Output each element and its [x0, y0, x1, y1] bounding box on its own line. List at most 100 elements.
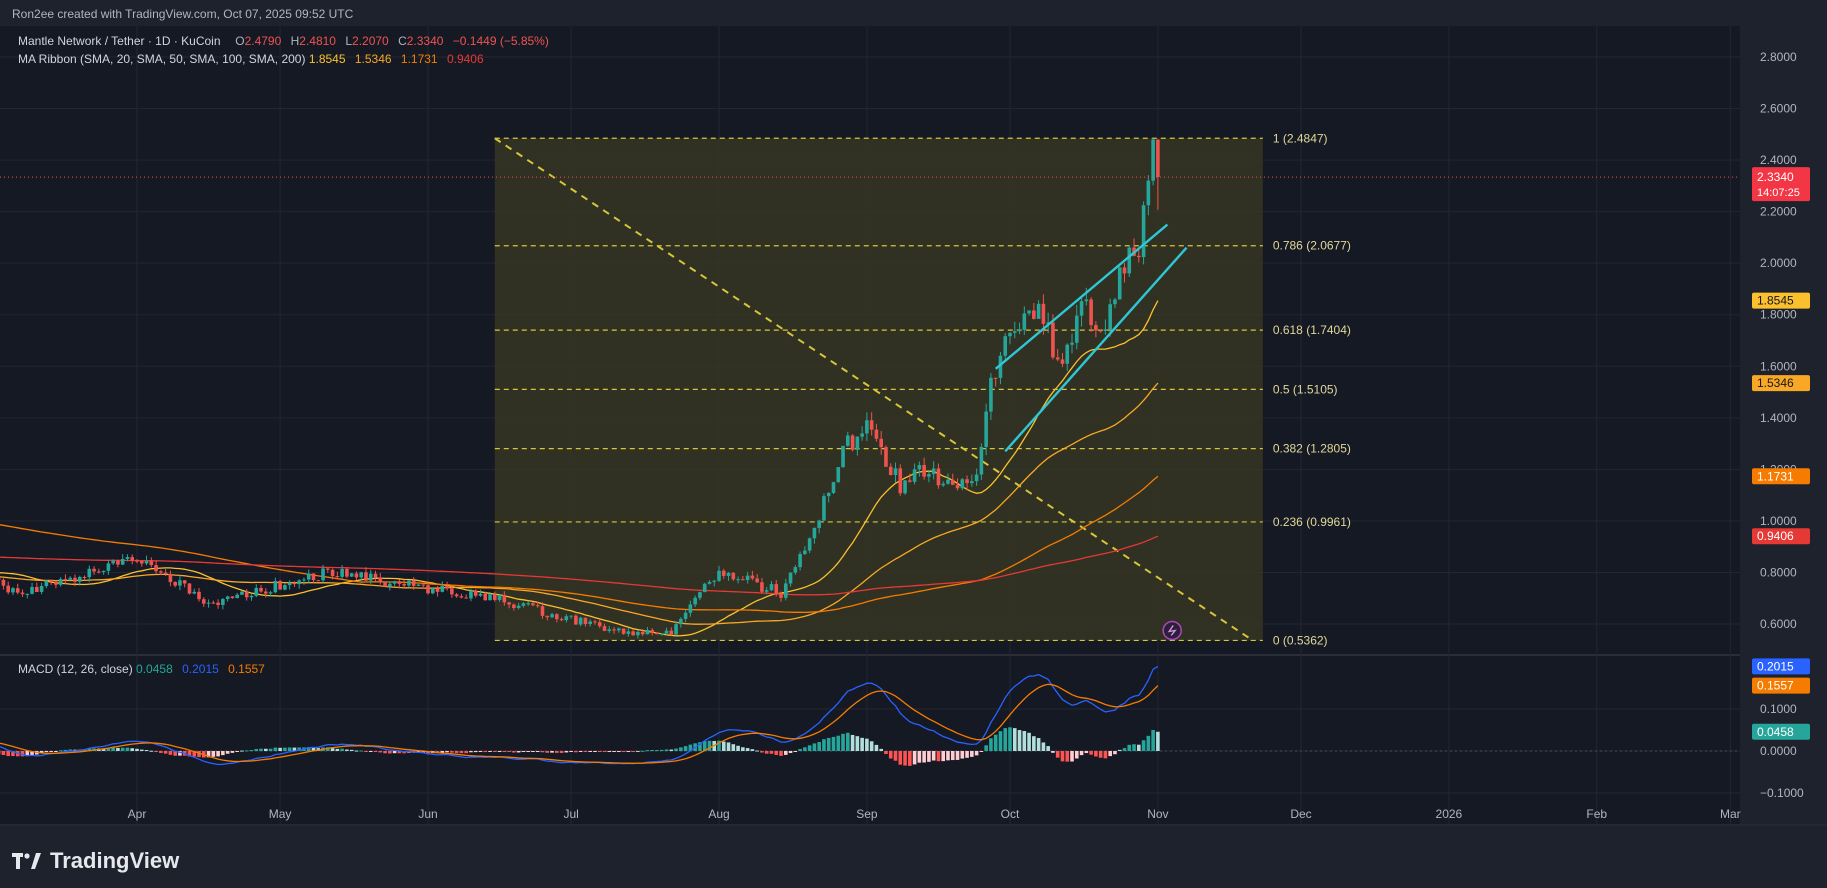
candle-body: [221, 599, 225, 606]
macd-histogram-bar: [674, 748, 678, 751]
macd-histogram-bar: [803, 747, 807, 751]
macd-histogram-bar: [326, 747, 330, 751]
candle-body: [283, 585, 287, 590]
open-value: 2.4790: [244, 34, 282, 48]
ma-ribbon-legend[interactable]: MA Ribbon (SMA, 20, SMA, 50, SMA, 100, S…: [18, 52, 490, 66]
candle-body: [82, 576, 87, 578]
macd-histogram-bar: [826, 737, 831, 751]
macd-histogram-bar: [850, 734, 855, 751]
candle-body: [478, 593, 483, 596]
candle-body: [120, 559, 125, 565]
time-tick-label: Apr: [128, 807, 147, 821]
macd-histogram-bar: [120, 747, 125, 751]
macd-histogram-bar: [1146, 735, 1151, 751]
candle-body: [989, 377, 993, 412]
macd-histogram-bar: [683, 746, 688, 751]
candle-body: [206, 602, 211, 604]
candle-body: [507, 602, 511, 605]
candle-body: [1141, 205, 1146, 258]
macd-label: MACD (12, 26, close): [18, 662, 133, 676]
macd-histogram-bar: [187, 751, 192, 757]
macd-tick-label: 0.0000: [1760, 744, 1797, 758]
symbol-legend[interactable]: Mantle Network / Tether · 1D · KuCoin O2…: [18, 34, 549, 48]
candle-body: [555, 614, 559, 620]
macd-histogram-bar: [593, 751, 597, 752]
wedge-upper-line: [994, 223, 1169, 370]
macd-histogram-bar: [1041, 742, 1046, 751]
macd-histogram-bar: [545, 751, 550, 753]
macd-histogram-bar: [721, 741, 726, 751]
candle-body: [273, 580, 278, 593]
macd-legend[interactable]: MACD (12, 26, close) 0.0458 0.2015 0.155…: [18, 662, 271, 676]
macd-histogram-bar: [278, 747, 282, 751]
candle-body: [340, 569, 344, 577]
macd-histogram-bar: [903, 751, 907, 766]
candle-body: [116, 560, 120, 565]
macd-histogram-bar: [373, 751, 378, 752]
candle-body: [359, 572, 364, 578]
candle-body: [240, 591, 244, 595]
candle-body: [960, 479, 965, 489]
candle-body: [812, 527, 817, 539]
macd-histogram-bar: [1065, 751, 1070, 762]
candle-body: [516, 605, 521, 608]
macd-histogram-bar: [846, 732, 850, 751]
macd-histogram-bar: [354, 750, 359, 752]
macd-histogram-bar: [812, 743, 817, 751]
candle-body: [383, 581, 387, 587]
macd-histogram-bar: [163, 751, 168, 754]
candle-body: [531, 603, 535, 606]
price-tick-label: 2.0000: [1760, 256, 1797, 270]
macd-histogram-bar: [874, 744, 879, 751]
candle-body: [655, 632, 659, 635]
ma200-tag-bg: [1752, 528, 1810, 545]
candle-body: [292, 582, 297, 585]
tradingview-brand[interactable]: TradingView: [12, 848, 179, 874]
candle-body: [440, 585, 445, 592]
candle-body: [483, 593, 488, 601]
candle-body: [817, 520, 821, 528]
macd-histogram-bar: [135, 748, 139, 751]
macd-signal-value: 0.1557: [228, 662, 265, 676]
candle-body: [15, 588, 20, 593]
last-price-tag-bg: [1752, 167, 1810, 202]
macd-histogram-bar: [793, 751, 798, 752]
candle-body: [154, 565, 158, 572]
candle-body: [927, 474, 931, 477]
ma100-tag-bg: [1752, 468, 1810, 485]
candle-body: [922, 465, 926, 477]
credit-line: Ron2ee created with TradingView.com, Oct…: [12, 7, 354, 21]
macd-histogram-bar: [368, 751, 373, 752]
candle-body: [674, 624, 678, 635]
macd-histogram-bar: [306, 746, 311, 751]
candle-body: [63, 579, 68, 581]
macd-histogram-bar: [421, 751, 426, 753]
high-value: 2.4810: [299, 34, 336, 48]
candle-body: [769, 584, 774, 591]
macd-histogram-bar: [340, 748, 344, 751]
candle-body: [230, 596, 235, 599]
time-tick-label: May: [269, 807, 292, 821]
candle-body: [760, 582, 764, 592]
lightning-icon: [1167, 625, 1177, 636]
candle-body: [607, 629, 612, 631]
candle-body: [636, 631, 640, 636]
candle-body: [1151, 139, 1155, 181]
candle-body: [888, 466, 893, 476]
candle-body: [1070, 342, 1074, 345]
signal-tag: 0.1557: [1757, 679, 1794, 693]
macd-histogram-bar: [965, 751, 969, 758]
candle-body: [11, 588, 15, 593]
macd-histogram-bar: [63, 749, 68, 751]
macd-histogram-bar: [1079, 751, 1084, 756]
macd-histogram-bar: [669, 749, 674, 751]
candle-body: [569, 615, 573, 617]
macd-histogram-bar: [970, 751, 974, 757]
macd-histogram-bar: [798, 748, 802, 751]
last-price-tag: 2.3340: [1757, 170, 1794, 184]
candle-body: [741, 579, 745, 581]
macd-histogram-bar: [869, 741, 874, 751]
candle-body: [73, 577, 77, 582]
macd-histogram-bar: [297, 747, 301, 751]
